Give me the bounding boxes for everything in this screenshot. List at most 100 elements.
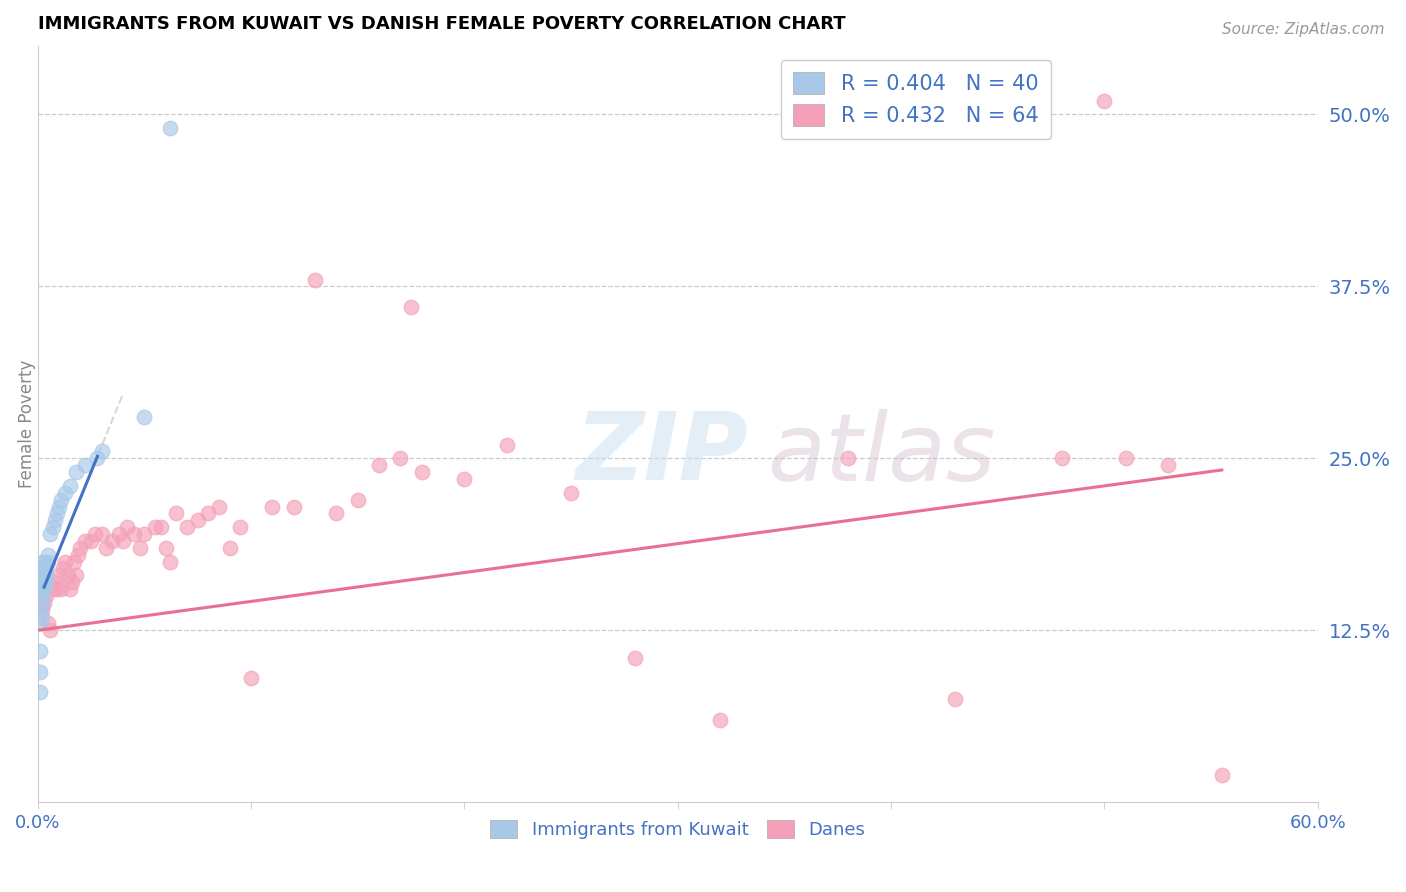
Point — [28, 685, 51, 699]
Point — [49, 492, 72, 507]
Point — [368, 458, 391, 473]
Point — [208, 500, 231, 514]
Point — [73, 533, 96, 548]
Point — [31, 609, 53, 624]
Point — [44, 513, 66, 527]
Point — [32, 555, 55, 569]
Text: ZIP: ZIP — [575, 409, 748, 500]
Point — [32, 575, 55, 590]
Point — [90, 444, 112, 458]
Point — [31, 596, 53, 610]
Point — [28, 644, 51, 658]
Point — [37, 616, 59, 631]
Point — [496, 437, 519, 451]
Point — [69, 541, 91, 555]
Point — [60, 575, 83, 590]
Point — [150, 520, 173, 534]
Point — [122, 527, 145, 541]
Point — [65, 465, 87, 479]
Point — [262, 500, 284, 514]
Point — [1115, 451, 1137, 466]
Point — [59, 479, 82, 493]
Point — [624, 650, 647, 665]
Point — [45, 582, 67, 596]
Point — [159, 121, 181, 136]
Point — [28, 582, 51, 596]
Point — [31, 555, 53, 569]
Point — [41, 582, 63, 596]
Point — [59, 582, 82, 596]
Point — [55, 555, 77, 569]
Point — [65, 568, 87, 582]
Point — [32, 568, 55, 582]
Point — [159, 555, 181, 569]
Point — [1050, 451, 1073, 466]
Point — [48, 500, 70, 514]
Point — [32, 582, 55, 596]
Point — [45, 507, 67, 521]
Point — [37, 555, 59, 569]
Point — [35, 568, 58, 582]
Text: Source: ZipAtlas.com: Source: ZipAtlas.com — [1222, 22, 1385, 37]
Point — [90, 527, 112, 541]
Point — [56, 568, 79, 582]
Point — [325, 507, 347, 521]
Point — [67, 548, 90, 562]
Point — [129, 541, 152, 555]
Point — [1211, 768, 1233, 782]
Point — [176, 520, 198, 534]
Point — [41, 520, 63, 534]
Point — [35, 561, 58, 575]
Point — [55, 485, 77, 500]
Point — [32, 561, 55, 575]
Point — [28, 616, 51, 631]
Point — [31, 602, 53, 616]
Point — [35, 575, 58, 590]
Point — [73, 458, 96, 473]
Point — [453, 472, 475, 486]
Point — [32, 596, 55, 610]
Point — [1157, 458, 1180, 473]
Point — [44, 575, 66, 590]
Point — [187, 513, 209, 527]
Point — [101, 533, 124, 548]
Point — [389, 451, 412, 466]
Point — [1094, 94, 1116, 108]
Point — [37, 548, 59, 562]
Point — [28, 602, 51, 616]
Point — [112, 533, 135, 548]
Point — [943, 692, 966, 706]
Text: IMMIGRANTS FROM KUWAIT VS DANISH FEMALE POVERTY CORRELATION CHART: IMMIGRANTS FROM KUWAIT VS DANISH FEMALE … — [38, 15, 845, 33]
Point — [31, 561, 53, 575]
Point — [28, 665, 51, 679]
Point — [117, 520, 139, 534]
Point — [63, 555, 86, 569]
Point — [709, 713, 731, 727]
Point — [134, 410, 156, 425]
Point — [48, 568, 70, 582]
Point — [165, 507, 187, 521]
Point — [94, 541, 117, 555]
Point — [143, 520, 166, 534]
Point — [218, 541, 240, 555]
Point — [31, 575, 53, 590]
Point — [229, 520, 252, 534]
Point — [304, 272, 326, 286]
Text: atlas: atlas — [768, 409, 995, 500]
Point — [155, 541, 177, 555]
Point — [346, 492, 368, 507]
Point — [107, 527, 129, 541]
Point — [86, 451, 108, 466]
Y-axis label: Female Poverty: Female Poverty — [18, 359, 35, 488]
Point — [31, 582, 53, 596]
Point — [28, 568, 51, 582]
Point — [28, 575, 51, 590]
Point — [35, 589, 58, 603]
Point — [283, 500, 305, 514]
Point — [837, 451, 859, 466]
Point — [39, 624, 62, 638]
Point — [134, 527, 156, 541]
Point — [84, 527, 107, 541]
Point — [31, 589, 53, 603]
Point — [49, 582, 72, 596]
